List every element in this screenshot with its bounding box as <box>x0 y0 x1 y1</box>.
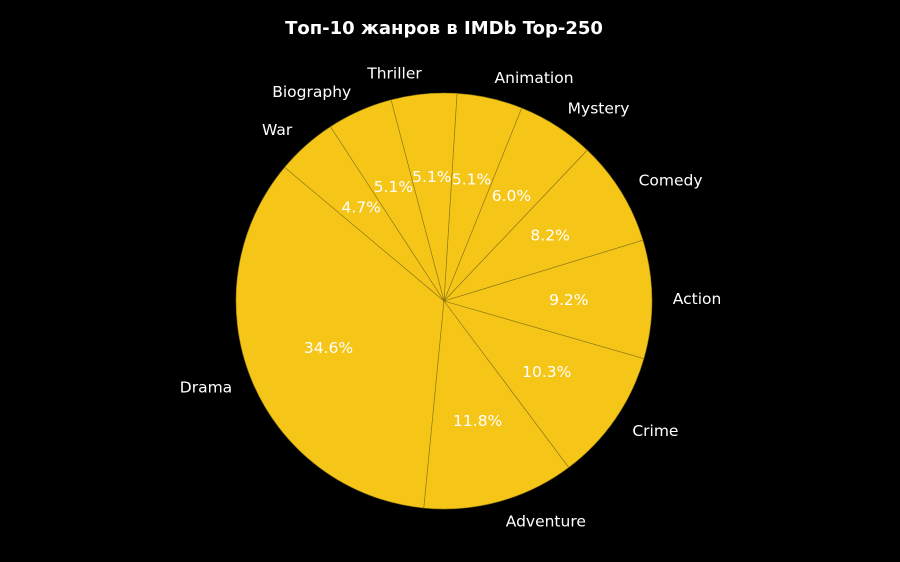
slice-label: Biography <box>272 83 351 101</box>
slice-label: Animation <box>495 69 574 87</box>
slice-percent-label: 5.1% <box>374 178 413 196</box>
slice-label: Adventure <box>506 512 586 530</box>
slice-percent-label: 34.6% <box>304 339 353 357</box>
slice-percent-label: 5.1% <box>412 168 451 186</box>
slice-percent-label: 4.7% <box>342 199 381 217</box>
pie-slice-war <box>284 126 445 302</box>
slice-label: Action <box>673 290 722 308</box>
slice-percent-label: 8.2% <box>530 226 569 244</box>
slice-label: Drama <box>180 379 232 397</box>
slice-label: Crime <box>632 422 678 440</box>
slice-percent-label: 10.3% <box>522 363 571 381</box>
pie-slice-drama <box>235 166 445 509</box>
pie-slice-crime <box>443 300 645 468</box>
slice-label: Thriller <box>366 64 422 82</box>
slice-percent-label: 9.2% <box>549 291 588 309</box>
slice-label: Comedy <box>639 172 703 190</box>
slice-label: War <box>262 121 293 139</box>
slice-label: Mystery <box>568 99 630 117</box>
pie-slice-comedy <box>442 149 644 302</box>
slice-percent-label: 11.8% <box>453 412 502 430</box>
pie-slice-adventure <box>423 300 570 510</box>
chart-title: Топ-10 жанров в IMDb Top-250 <box>285 18 603 39</box>
slice-percent-label: 6.0% <box>492 187 531 205</box>
pie-slice-action <box>442 239 653 359</box>
slice-percent-label: 5.1% <box>452 170 491 188</box>
